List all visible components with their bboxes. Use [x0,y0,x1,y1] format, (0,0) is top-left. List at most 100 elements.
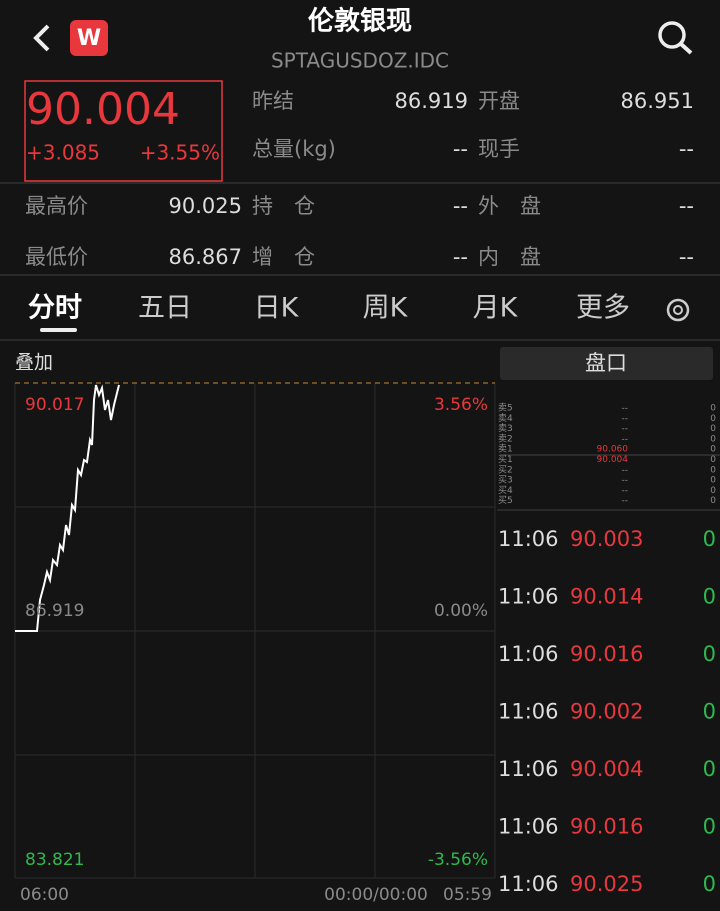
trade-time: 11:06 [498,527,559,551]
time-mid: 00:00/00:00 [324,885,428,905]
orderbook-label: 卖2 [498,433,513,444]
stat-label: 持 仓 [252,194,315,218]
stat-label: 最高价 [25,194,88,218]
logo [70,20,108,56]
stat-label: 现手 [478,137,520,161]
trade-price: 90.016 [570,642,643,666]
axis-mid-pct: 0.00% [434,601,488,621]
trade-price: 90.014 [570,585,643,609]
orderbook-price: -- [622,404,629,414]
trade-price: 90.004 [570,757,643,781]
trade-price: 90.025 [570,872,643,896]
stat-value: -- [679,245,694,269]
orderbook-volume: 0 [710,486,716,496]
stat-value: 86.919 [395,89,468,113]
title: 伦敦银现 [308,6,412,37]
logo-text: W [77,26,101,51]
orderbook-volume: 0 [710,404,716,414]
code: SPTAGUSDOZ.IDC [271,49,449,73]
trade-volume: 0 [703,872,716,896]
orderbook-label: 卖3 [498,423,513,434]
trade-volume: 0 [703,585,716,609]
overlay-label[interactable]: 叠加 [15,352,53,374]
axis-high-pct: 3.56% [434,395,488,415]
orderbook-price: -- [622,465,629,475]
trade-time: 11:06 [498,757,559,781]
trade-volume: 0 [703,700,716,724]
trade-time: 11:06 [498,872,559,896]
orderbook-label: 卖1 [498,444,513,455]
trade-price: 90.016 [570,815,643,839]
stat-value: -- [453,137,468,161]
stat-value: 90.025 [169,194,242,218]
chart-grid [14,383,496,879]
orderbook-title: 盘口 [585,351,627,375]
change-pct: +3.55% [140,141,220,165]
settings-button[interactable] [666,298,690,322]
back-button[interactable] [33,24,50,52]
stat-label: 开盘 [478,89,520,113]
stat-value: -- [453,245,468,269]
orderbook-label: 卖4 [498,413,513,424]
trade-time: 11:06 [498,815,559,839]
trade-time: 11:06 [498,585,559,609]
orderbook-volume: 0 [710,414,716,424]
trade-volume: 0 [703,642,716,666]
axis-mid-price: 86.919 [25,601,84,621]
trade-price: 90.003 [570,527,643,551]
axis-low-price: 83.821 [25,850,84,870]
orderbook-volume: 0 [710,476,716,486]
trade-time: 11:06 [498,642,559,666]
orderbook-label: 买3 [498,475,513,486]
orderbook-price: -- [622,476,629,486]
time-end: 05:59 [443,885,492,905]
price-line [15,384,120,632]
stat-value: -- [679,137,694,161]
orderbook-label: 买5 [498,495,513,506]
tab[interactable]: 更多 [576,293,630,324]
stat-label: 最低价 [25,245,88,269]
stat-label: 内 盘 [478,245,541,269]
stat-label: 增 仓 [252,245,315,269]
tab[interactable]: 日K [254,293,300,324]
stat-value: 86.867 [169,245,242,269]
orderbook-label: 买2 [498,464,513,475]
orderbook-button[interactable] [500,347,713,380]
stat-value: 86.951 [621,89,694,113]
tab[interactable]: 五日 [138,293,192,324]
search-button[interactable] [658,21,693,55]
stat-value: -- [679,194,694,218]
tab[interactable]: 分时 [28,293,82,324]
orderbook-label: 卖5 [498,403,513,414]
axis-low-pct: -3.56% [428,850,488,870]
price: 90.004 [26,84,180,135]
tab[interactable]: 周K [363,293,409,324]
orderbook-price: -- [622,414,629,424]
quote-box [24,80,223,182]
orderbook-volume: 0 [710,465,716,475]
trade-volume: 0 [703,757,716,781]
stat-label: 昨结 [252,89,294,113]
orderbook-volume: 0 [710,445,716,455]
time-start: 06:00 [20,885,69,905]
axis-high-price: 90.017 [25,395,84,415]
trade-price: 90.002 [570,700,643,724]
orderbook-price: -- [622,486,629,496]
orderbook-price: -- [622,434,629,444]
stat-label: 外 盘 [478,194,541,218]
tab[interactable]: 月K [473,293,519,324]
trade-volume: 0 [703,527,716,551]
orderbook-price: 90.060 [597,445,629,455]
tab-underline [40,328,77,332]
stat-label: 总量(kg) [252,137,336,161]
orderbook-volume: 0 [710,455,716,465]
trade-volume: 0 [703,815,716,839]
stat-value: -- [453,194,468,218]
orderbook-volume: 0 [710,496,716,506]
orderbook-label: 买1 [498,454,513,465]
orderbook-volume: 0 [710,424,716,434]
orderbook-label: 买4 [498,485,513,496]
orderbook-volume: 0 [710,434,716,444]
trade-time: 11:06 [498,700,559,724]
